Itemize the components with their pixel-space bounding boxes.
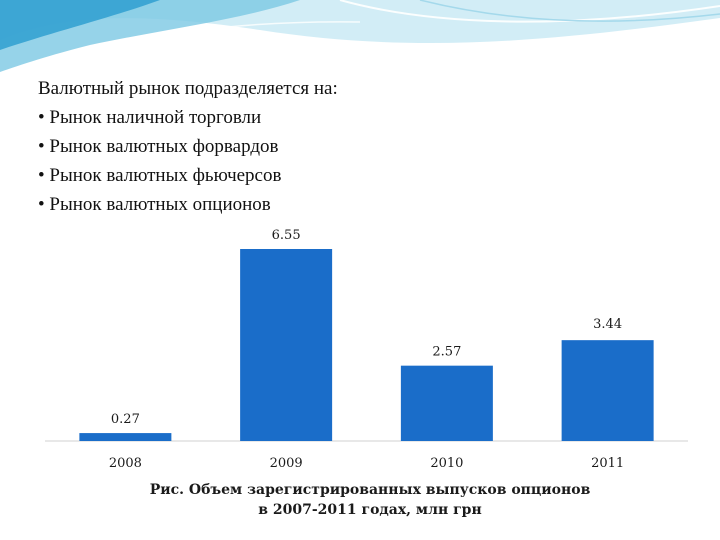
bullet-item-text: Рынок валютных фьючерсов (49, 165, 282, 186)
bullet-item-text: Рынок валютных форвардов (49, 136, 279, 157)
data-label-2011: 3.44 (593, 317, 622, 332)
bullet-item: • Рынок валютных опционов (38, 190, 658, 219)
x-tick-label-2009: 2009 (270, 456, 303, 471)
bullet-item: • Рынок наличной торговли (38, 103, 658, 132)
bullet-glyph: • (38, 107, 45, 128)
data-label-2010: 2.57 (432, 345, 461, 360)
caption-line-1: Рис. Объем зарегистрированных выпусков о… (149, 482, 591, 498)
bullet-glyph: • (38, 194, 45, 215)
x-tick-label-2010: 2010 (430, 456, 463, 471)
wave-line-2 (419, 0, 720, 22)
bullet-glyph: • (38, 136, 45, 157)
header-wave-decoration (0, 0, 720, 75)
bar-2010 (400, 365, 493, 441)
wave-line-1 (339, 0, 720, 23)
intro-line: Валютный рынок подразделяется на: (38, 78, 338, 99)
wave-line-3 (0, 21, 361, 75)
caption-line-2: в 2007-2011 годах, млн грн (258, 502, 482, 518)
bar-2008 (79, 433, 172, 441)
bullet-item-text: Рынок наличной торговли (49, 107, 262, 128)
bullet-text-block: Валютный рынок подразделяется на: • Рыно… (38, 74, 658, 219)
data-label-2009: 6.55 (272, 228, 301, 243)
figure-caption: Рис. Объем зарегистрированных выпусков о… (60, 480, 680, 520)
data-label-2008: 0.27 (111, 412, 140, 427)
bar-2009 (240, 249, 333, 441)
x-tick-label-2011: 2011 (591, 456, 624, 471)
bullet-item: • Рынок валютных форвардов (38, 132, 658, 161)
bullet-glyph: • (38, 165, 45, 186)
x-tick-label-2008: 2008 (109, 456, 142, 471)
bar-2011 (561, 340, 654, 441)
bullet-item: • Рынок валютных фьючерсов (38, 161, 658, 190)
bullet-item-text: Рынок валютных опционов (49, 194, 271, 215)
wave-dark (0, 0, 160, 50)
